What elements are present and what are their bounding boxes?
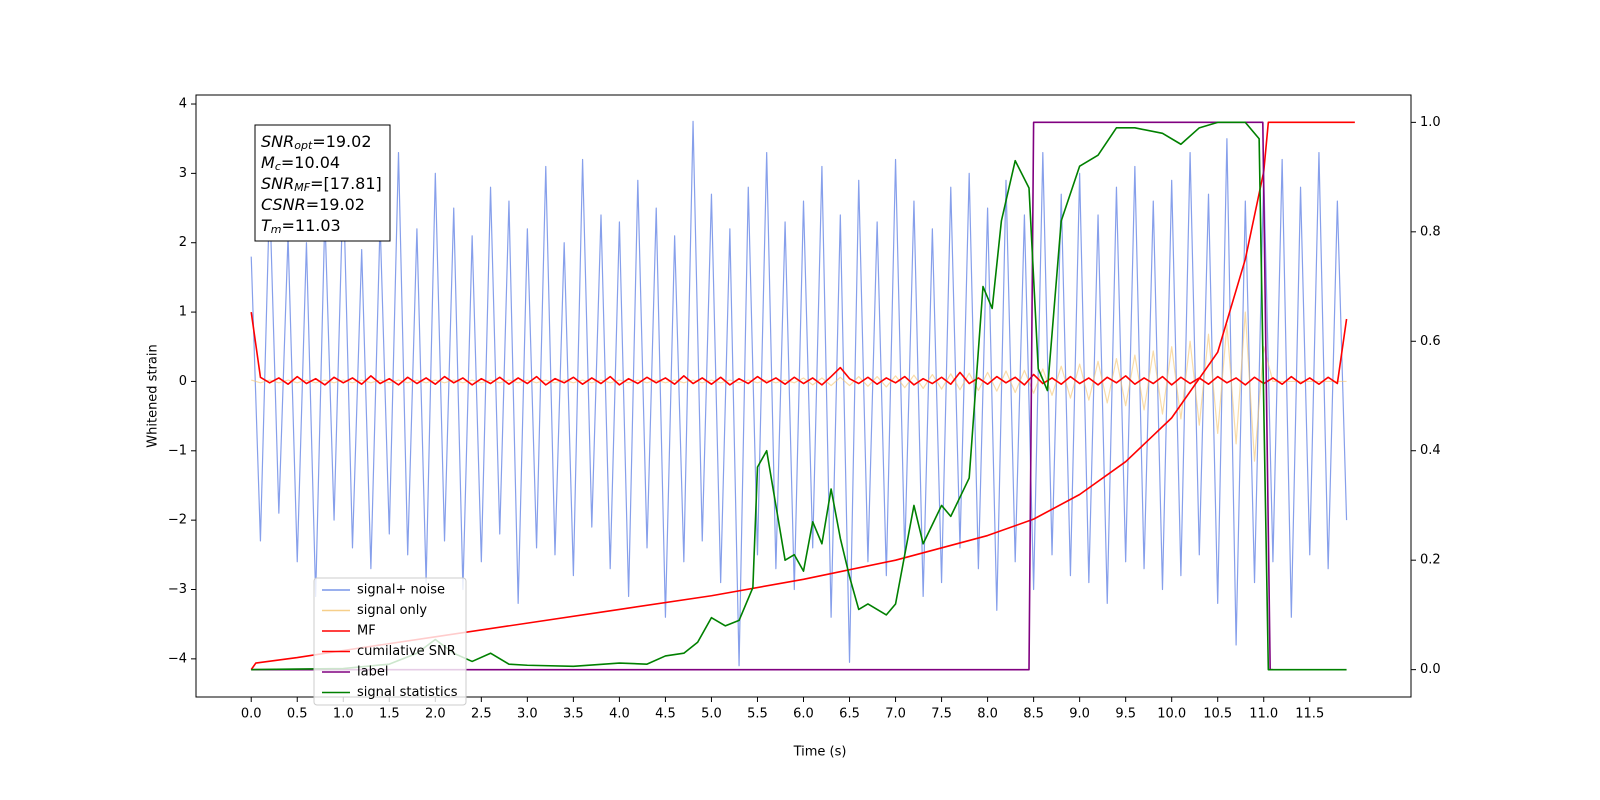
- legend-label: cumilative SNR: [357, 644, 456, 659]
- series-line: [250, 120, 1348, 667]
- x-tick-label: 11.5: [1295, 707, 1324, 722]
- y-tick-label: −2: [168, 513, 187, 528]
- x-tick-label: 10.5: [1203, 707, 1232, 722]
- legend-label: label: [357, 665, 388, 680]
- series-line: [250, 311, 1348, 386]
- annotation-line: SNRMF=[17.81]: [261, 174, 382, 195]
- y-tick-label: −1: [168, 443, 187, 458]
- legend-label: signal statistics: [357, 685, 458, 700]
- x-tick-label: 2.5: [471, 707, 492, 722]
- x-tick-label: 4.0: [609, 707, 630, 722]
- annotation-symbol: SNR: [261, 174, 294, 193]
- x-axis-label: Time (s): [793, 745, 847, 760]
- y-tick-label: −3: [168, 582, 187, 597]
- x-tick-label: 6.0: [793, 707, 814, 722]
- annotation-subscript: c: [275, 160, 281, 173]
- y2-tick-label: 1.0: [1420, 115, 1441, 130]
- legend: signal+ noise signal only MF cumilative SNR…: [313, 577, 467, 706]
- y2-tick-label: 0.6: [1420, 334, 1441, 349]
- annotation-value: =[17.81]: [310, 174, 382, 193]
- annotation-subscript: MF: [294, 181, 310, 194]
- x-tick-label: 5.5: [747, 707, 768, 722]
- x-tick-label: 0.0: [241, 707, 262, 722]
- annotation-symbol: T: [261, 216, 272, 235]
- x-tick-label: 9.5: [1115, 707, 1136, 722]
- annotation-value: =11.03: [282, 216, 341, 235]
- x-tick-label: 1.0: [333, 707, 354, 722]
- annotation-subscript: opt: [294, 139, 313, 152]
- y-axis-label: Whitened strain: [146, 344, 161, 447]
- x-tick-label: 1.5: [379, 707, 400, 722]
- x-tick-label: 8.5: [1023, 707, 1044, 722]
- x-tick-label: 3.0: [517, 707, 538, 722]
- y2-tick-label: 0.8: [1420, 224, 1441, 239]
- x-tick-label: 9.0: [1069, 707, 1090, 722]
- annotation-subscript: m: [271, 223, 282, 236]
- annotation-symbol: CSNR: [261, 195, 306, 214]
- x-tick-label: 11.0: [1249, 707, 1278, 722]
- annotation-line: CSNR=19.02: [261, 195, 365, 214]
- annotation-value: =19.02: [306, 195, 365, 214]
- x-tick-label: 6.5: [839, 707, 860, 722]
- y2-tick-label: 0.4: [1420, 443, 1441, 458]
- x-tick-label: 0.5: [287, 707, 308, 722]
- y-tick-label: −4: [168, 651, 187, 666]
- y2-tick-label: 0.0: [1420, 662, 1441, 677]
- annotation-symbol: M: [261, 153, 275, 172]
- x-tick-label: 3.5: [563, 707, 584, 722]
- x-tick-label: 7.5: [931, 707, 952, 722]
- annotation-value: =10.04: [281, 153, 340, 172]
- annotation-value: =19.02: [312, 132, 371, 151]
- y2-tick-label: 0.2: [1420, 553, 1441, 568]
- legend-label: signal+ noise: [357, 583, 445, 598]
- x-tick-label: 10.0: [1157, 707, 1186, 722]
- x-tick-label: 8.0: [977, 707, 998, 722]
- y-tick-label: 3: [179, 166, 187, 181]
- annotation-line: Tm=11.03: [261, 216, 341, 237]
- x-tick-label: 4.5: [655, 707, 676, 722]
- legend-label: MF: [357, 624, 376, 639]
- y-tick-label: 4: [179, 97, 187, 112]
- legend-frame: [313, 577, 467, 706]
- x-tick-label: 5.0: [701, 707, 722, 722]
- y-tick-label: 2: [179, 235, 187, 250]
- x-tick-label: 7.0: [885, 707, 906, 722]
- annotation-symbol: SNR: [261, 132, 294, 151]
- y-tick-label: 0: [179, 374, 187, 389]
- x-tick-label: 2.0: [425, 707, 446, 722]
- annotation-line: SNRopt=19.02: [261, 132, 372, 153]
- y-tick-label: 1: [179, 305, 187, 320]
- annotation-box: SNRopt=19.02Mc=10.04SNRMF=[17.81]CSNR=19…: [254, 124, 391, 242]
- legend-label: signal only: [357, 603, 427, 618]
- annotation-frame: [254, 124, 391, 242]
- annotation-line: Mc=10.04: [261, 153, 340, 174]
- series-line: [251, 121, 1347, 671]
- axes-frame: [195, 94, 1412, 698]
